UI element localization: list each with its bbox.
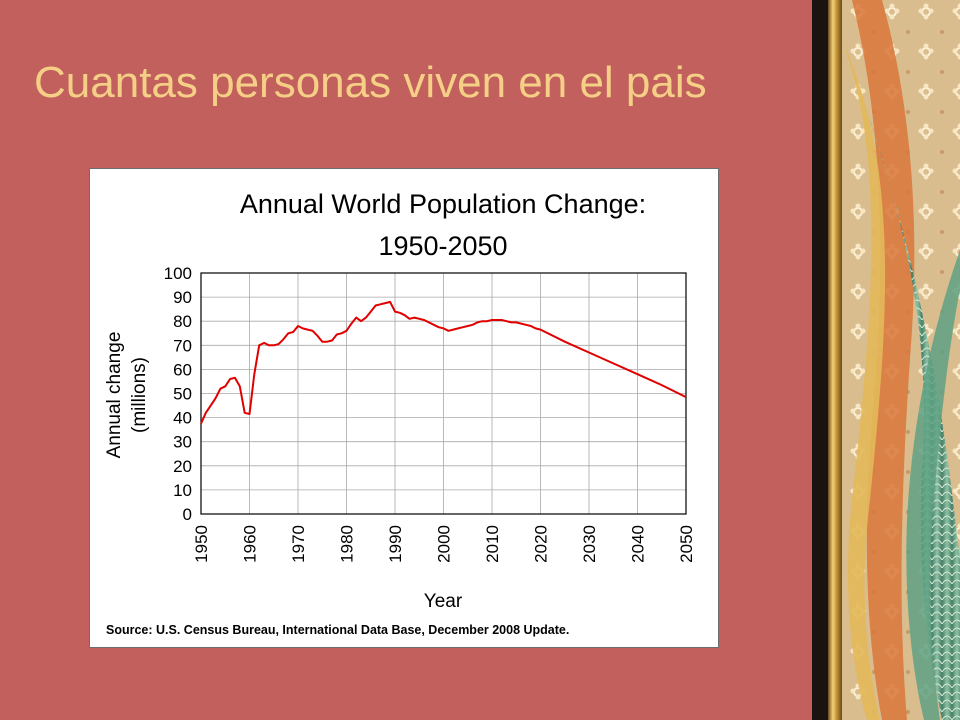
x-tick-label: 1950 <box>192 525 211 563</box>
y-tick-label: 100 <box>164 264 192 283</box>
x-tick-label: 2020 <box>532 525 551 563</box>
population-change-chart: Annual World Population Change: 1950-205… <box>104 189 696 637</box>
y-tick-label: 20 <box>173 457 192 476</box>
y-tick-label: 10 <box>173 481 192 500</box>
y-tick-label: 60 <box>173 360 192 379</box>
chart-source-note: Source: U.S. Census Bureau, Internationa… <box>106 623 569 637</box>
x-axis-ticks: 1950 1960 1970 1980 1990 2000 2010 2020 2030 2040… <box>192 525 696 563</box>
x-tick-label: 2040 <box>629 525 648 563</box>
deco-orange-swoosh <box>852 0 915 720</box>
chart-panel: Annual World Population Change: 1950-205… <box>89 168 719 648</box>
x-tick-label: 2000 <box>435 525 454 563</box>
y-axis-label: Annual change <box>104 332 125 459</box>
deco-gold-swoosh <box>842 40 886 720</box>
y-tick-label: 50 <box>173 385 192 404</box>
x-tick-label: 2050 <box>677 525 696 563</box>
x-tick-label: 2010 <box>483 525 502 563</box>
x-axis-label: Year <box>424 591 463 612</box>
slide-title: Cuantas personas viven en el pais <box>34 58 707 107</box>
y-tick-label: 40 <box>173 409 192 428</box>
series-line <box>200 300 687 425</box>
y-tick-label: 90 <box>173 288 192 307</box>
deco-dark-edge <box>812 0 828 720</box>
x-tick-label: 1960 <box>241 525 260 563</box>
x-tick-label: 1970 <box>289 525 308 563</box>
deco-teal-swoosh <box>860 90 960 720</box>
x-tick-label: 1980 <box>338 525 357 563</box>
y-tick-label: 80 <box>173 312 192 331</box>
chart-title: Annual World Population Change: <box>240 189 646 219</box>
deco-gold-stripe <box>828 0 842 720</box>
chart-subtitle: 1950-2050 <box>378 231 507 261</box>
decorative-border-art <box>812 0 960 720</box>
chart-gridlines <box>200 272 687 515</box>
y-tick-label: 30 <box>173 433 192 452</box>
x-tick-label: 2030 <box>580 525 599 563</box>
plot-area <box>200 272 687 515</box>
deco-teal-swoosh-2 <box>906 250 960 720</box>
y-axis-ticks: 0 10 20 30 40 50 60 70 80 90 100 <box>164 264 192 524</box>
x-tick-label: 1990 <box>386 525 405 563</box>
y-axis-unit: (millions) <box>129 357 150 433</box>
y-tick-label: 70 <box>173 336 192 355</box>
y-tick-label: 0 <box>183 505 192 524</box>
